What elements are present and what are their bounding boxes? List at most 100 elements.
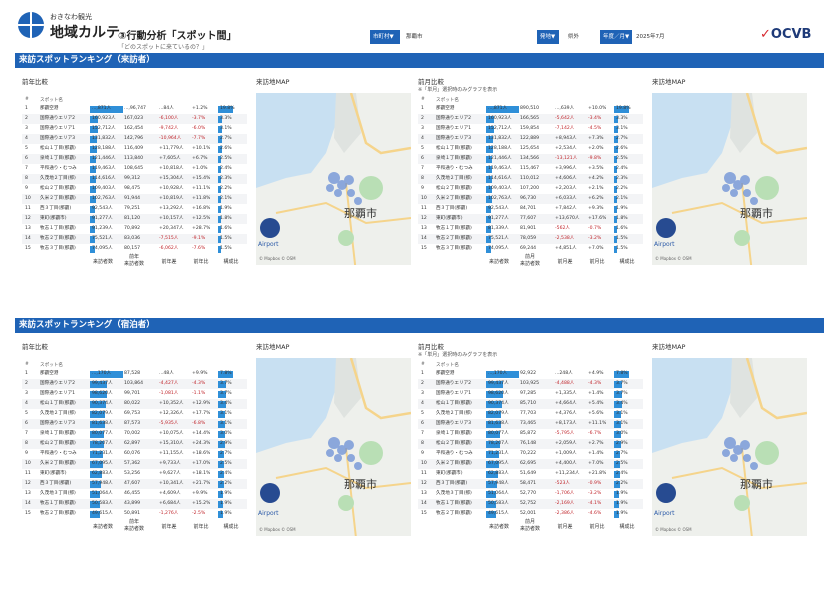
table-row[interactable]: 13 久茂地３丁目(那) 51,064人 46,455 +4,609人 +9.9% 1.9% [22, 489, 247, 499]
table-row[interactable]: 1 那覇空港 ...,871人 ...,96,747 ...84人 +1.2% 19.8% [22, 104, 247, 114]
table-row[interactable]: 10 久米２丁目(那覇) 67,095人 57,362 +9,733人 +17.0% 2.5… [22, 459, 247, 469]
table-row[interactable]: 14 牧志２丁目(那覇) 75,521人 83,036 -7,515人 -9.1% 1.5% [22, 234, 247, 244]
table-row[interactable]: 3 国際通りエリア1 152,712人 162,454 -9,742人 -6.0% 3.1% [22, 124, 247, 134]
table-row[interactable]: 10 久米２丁目(那覇) 102,763人 91,944 +10,819人 +11.8% 2… [22, 194, 247, 204]
table-row[interactable]: 9 平和通り・むつみ 71,231人 70,222 +1,009人 +1.4% 2.7% [418, 449, 643, 459]
visitors-bar [486, 420, 501, 428]
table-row[interactable]: 11 東町(那覇市) 62,883人 53,256 +9,627人 +18.1% 2.4% [22, 469, 247, 479]
rank-number: 8 [421, 441, 424, 446]
share-value: 2.5% [220, 156, 232, 161]
table-row[interactable]: 7 泉崎１丁目(那覇) 80,077人 70,002 +10,075人 +14.4% 3.0… [22, 429, 247, 439]
spot-name: 国際通りエリア3 [40, 421, 76, 426]
table-row[interactable]: 11 西３丁目(那覇) 92,543人 79,251 +13,292人 +16.8% 1.9… [22, 204, 247, 214]
visitors-value: 62,883人 [488, 471, 509, 476]
share-value: 2.1% [220, 196, 232, 201]
table-row[interactable]: 13 牧志１丁目(那覇) 91,239人 70,892 +20,347人 +28.7% 1.… [22, 224, 247, 234]
table-row[interactable]: 5 久茂地２丁目(那) 82,079人 69,753 +12,326人 +17.7% 3.1… [22, 409, 247, 419]
table-row[interactable]: 12 東町(那覇市) 91,277人 77,607 +13,670人 +17.6% 1.8% [418, 214, 643, 224]
table-row[interactable]: 12 西３丁目(那覇) 57,948人 58,471 -523人 -0.9% 2.2% [418, 479, 643, 489]
table-row[interactable]: 11 東町(那覇市) 62,883人 51,649 +11,234人 +21.8% 2.4% [418, 469, 643, 479]
table-row[interactable]: 15 牧志２丁目(那覇) 49,615人 52,001 -2,386人 -4.6% 1.9% [418, 509, 643, 519]
ratio-value: +9.9% [192, 491, 208, 496]
table-row[interactable]: 14 牧志２丁目(那覇) 75,521人 78,059 -2,538人 -3.2% 1.5% [418, 234, 643, 244]
table-row[interactable]: 6 泉崎１丁目(那覇) 121,446人 134,566 -13,121人 -9.8% 2.… [418, 154, 643, 164]
table-row[interactable]: 8 久茂地２丁目(那) 114,616人 99,312 +15,304人 +15.4% 2.… [22, 174, 247, 184]
table-row[interactable]: 10 久米２丁目(那覇) 67,095人 62,695 +4,400人 +7.0% 2.5% [418, 459, 643, 469]
visitors-value: 102,763人 [488, 196, 512, 201]
report-title: ③行動分析「スポット間」 [118, 31, 237, 42]
spot-name: 泉崎１丁目(那覇) [436, 431, 472, 436]
table-row[interactable]: 13 牧志１丁目(那覇) 81,339人 81,901 -562人 -0.7% 1.6% [418, 224, 643, 234]
table-row[interactable]: 4 国際通りエリア3 131,832人 122,889 +8,943人 +7.3% 2.7% [418, 134, 643, 144]
visitors-value: 119,463人 [488, 166, 512, 171]
table-row[interactable]: 4 松山１丁目(那覇) 90,374人 85,710 +4,664人 +5.4% 3.4% [418, 399, 643, 409]
table-row[interactable]: 14 牧志１丁目(那覇) 50,583人 43,899 +6,684人 +15.2% 1.9… [22, 499, 247, 509]
table-row[interactable]: 5 久茂地２丁目(那) 82,079人 77,703 +4,376人 +5.6% 3.1% [418, 409, 643, 419]
prev-visitors-value: 81,120 [124, 216, 141, 221]
table-row[interactable]: 9 松山２丁目(那覇) 109,403人 107,200 +2,203人 +2.1% 2.2… [418, 184, 643, 194]
diff-value: +4,400人 [555, 461, 577, 466]
table-row[interactable]: 15 牧志３丁目(那覇) 74,095人 69,244 +4,851人 +7.0% 1.5% [418, 244, 643, 254]
prev-visitors-value: 890,510 [520, 106, 539, 111]
table-row[interactable]: 4 松山１丁目(那覇) 90,374人 80,022 +10,352人 +12.9% 3.4… [22, 399, 247, 409]
table-row[interactable]: 1 那覇空港 ...,170人 92,922 ...248人 +4.9% 7.8% [418, 369, 643, 379]
visit-map[interactable]: 那覇市 Airport © Mapbox © OSM [256, 93, 411, 265]
table-row[interactable]: 1 那覇空港 ...,871人 890,510 ...,639人 +10.0% 19.8% [418, 104, 643, 114]
prev-visitors-value: 43,899 [124, 501, 141, 506]
municipality-filter-button[interactable]: 市町村▼ [370, 30, 400, 44]
table-row[interactable]: 6 泉崎１丁目(那覇) 121,446人 113,840 +7,605人 +6.7% 2.5… [22, 154, 247, 164]
prev-visitors-value: 80,022 [124, 401, 141, 406]
share-value: 2.4% [220, 471, 232, 476]
table-row[interactable]: 2 国際通りエリア2 99,437人 103,864 -4,427人 -4.3% 3.7% [22, 379, 247, 389]
origin-filter-button[interactable]: 発地▼ [537, 30, 559, 44]
table-row[interactable]: 7 平和通り・むつみ 119,463人 108,645 +10,818人 +1.0% 2.4… [22, 164, 247, 174]
table-row[interactable]: 4 国際通りエリア3 131,832人 142,796 -10,964人 -7.7% 2.7… [22, 134, 247, 144]
table-row[interactable]: 12 東町(那覇市) 91,277人 81,120 +10,157人 +12.5% 1.8% [22, 214, 247, 224]
table-row[interactable]: 5 松山１丁目(那覇) 128,188人 125,654 +2,534人 +2.0% 2.6… [418, 144, 643, 154]
section-title-bar: 来訪スポットランキング（宿泊者） [15, 318, 824, 333]
visit-map[interactable]: 那覇市 Airport © Mapbox © OSM [652, 93, 807, 265]
table-row[interactable]: 13 久茂地３丁目(那) 51,064人 52,770 -1,706人 -3.2% 1.9% [418, 489, 643, 499]
diff-value: +10,818人 [159, 166, 184, 171]
table-row[interactable]: 8 久茂地２丁目(那) 114,616人 110,012 +4,606人 +4.2% 2.3… [418, 174, 643, 184]
table-row[interactable]: 2 国際通りエリア2 160,923人 166,565 -5,642人 -3.4% 3.3% [418, 114, 643, 124]
table-row[interactable]: 3 国際通りエリア1 152,712人 159,854 -7,142人 -4.5% 3.1% [418, 124, 643, 134]
table-row[interactable]: 3 国際通りエリア1 98,620人 97,285 +1,335人 +1.4% 3.7% [418, 389, 643, 399]
table-footer-label: 構成比 [223, 259, 239, 265]
share-bar [218, 380, 227, 388]
table-row[interactable]: 2 国際通りエリア2 99,437人 103,925 -4,488人 -4.3% 3.7% [418, 379, 643, 389]
rank-number: 7 [25, 431, 28, 436]
prev-visitors-value: 52,001 [520, 511, 537, 516]
visitors-value: 152,712人 [92, 126, 116, 131]
share-bar [218, 450, 225, 458]
table-row[interactable]: 6 国際通りエリア3 81,638人 73,465 +8,173人 +11.1% 3.1% [418, 419, 643, 429]
table-row[interactable]: 9 松山２丁目(那覇) 109,403人 98,475 +10,928人 +11.1% 2.… [22, 184, 247, 194]
table-row[interactable]: 15 牧志２丁目(那覇) 49,615人 50,891 -1,276人 -2.5% 1.9% [22, 509, 247, 519]
table-row[interactable]: 3 国際通りエリア1 98,620人 99,701 -1,081人 -1.1% 3.7% [22, 389, 247, 399]
share-value: 2.9% [616, 441, 628, 446]
table-row[interactable]: 10 久米２丁目(那覇) 102,763人 96,730 +6,033人 +6.2% 2.1… [418, 194, 643, 204]
table-row[interactable]: 1 那覇空港 ...,170人 87,528 ...48人 +9.9% 7.8% [22, 369, 247, 379]
visit-map[interactable]: 那覇市 Airport © Mapbox © OSM [652, 358, 807, 536]
rank-number: 10 [25, 196, 31, 201]
table-row[interactable]: 11 西３丁目(那覇) 92,543人 84,701 +7,842人 +9.3% 1.9% [418, 204, 643, 214]
visit-map[interactable]: 那覇市 Airport © Mapbox © OSM [256, 358, 411, 536]
prev-visitors-value: 52,770 [520, 491, 537, 496]
table-row[interactable]: 5 松山１丁目(那覇) 128,188人 116,409 +11,779人 +10.1% 2… [22, 144, 247, 154]
share-bar [218, 155, 222, 163]
table-row[interactable]: 6 国際通りエリア3 81,638人 87,573 -5,935人 -6.8% 3.1% [22, 419, 247, 429]
spot-name: 牧志３丁目(那覇) [436, 246, 472, 251]
table-row[interactable]: 15 牧志３丁目(那覇) 74,095人 80,157 -6,062人 -7.6% 1.5% [22, 244, 247, 254]
visitors-bar [90, 195, 96, 203]
share-bar [614, 215, 618, 223]
period-filter-button[interactable]: 年度／月▼ [600, 30, 632, 44]
rank-number: 5 [421, 146, 424, 151]
table-row[interactable]: 8 松山２丁目(那覇) 78,207人 76,148 +2,059人 +2.7% 2.9% [418, 439, 643, 449]
table-row[interactable]: 8 松山２丁目(那覇) 78,207人 62,897 +15,310人 +24.3% 2.9… [22, 439, 247, 449]
table-row[interactable]: 7 平和通り・むつみ 119,463人 115,467 +3,996人 +3.5% 2.4% [418, 164, 643, 174]
table-row[interactable]: 7 泉崎１丁目(那覇) 80,077人 85,872 -5,795人 -6.7% 3.0% [418, 429, 643, 439]
table-row[interactable]: 9 平和通り・むつみ 71,231人 60,076 +11,155人 +18.6% 2.7% [22, 449, 247, 459]
table-row[interactable]: 2 国際通りエリア2 160,923人 167,023 -6,100人 -3.7% 3.3% [22, 114, 247, 124]
table-row[interactable]: 14 牧志１丁目(那覇) 50,583人 52,752 -2,169人 -4.1% 1.9% [418, 499, 643, 509]
table-row[interactable]: 12 西３丁目(那覇) 57,948人 47,607 +10,341人 +21.7% 2.2… [22, 479, 247, 489]
